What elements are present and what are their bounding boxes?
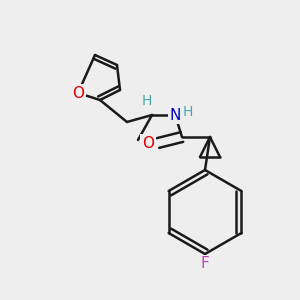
Text: N: N [169,107,181,122]
Text: H: H [142,94,152,108]
Text: F: F [201,256,209,272]
Text: O: O [72,85,84,100]
Text: O: O [142,136,154,151]
Text: H: H [183,105,193,119]
